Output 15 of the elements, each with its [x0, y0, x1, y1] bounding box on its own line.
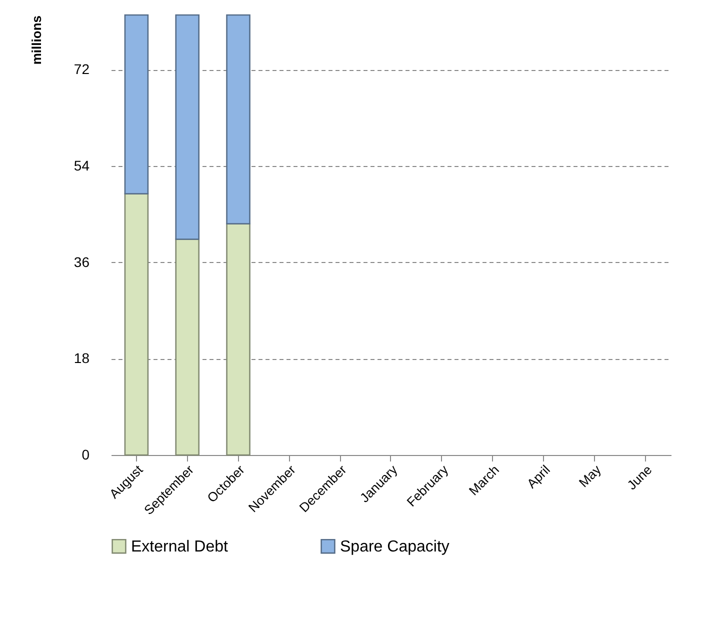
y-tick-label: 54: [74, 157, 90, 174]
y-tick-label: 36: [74, 254, 90, 270]
y-tick-label: 72: [74, 61, 90, 78]
y-tick-label: 0: [82, 446, 90, 462]
bar: [175, 238, 200, 456]
y-tick-label: 18: [74, 350, 90, 366]
bar: [175, 14, 200, 240]
y-axis-title: millions: [28, 16, 44, 65]
legend-label: External Debt: [131, 538, 228, 556]
bar: [226, 14, 250, 224]
x-tick-label: May: [576, 462, 604, 490]
bar: [226, 223, 250, 456]
bar: [124, 14, 149, 194]
bar: [124, 193, 149, 456]
legend-label: Spare Capacity: [340, 538, 450, 556]
